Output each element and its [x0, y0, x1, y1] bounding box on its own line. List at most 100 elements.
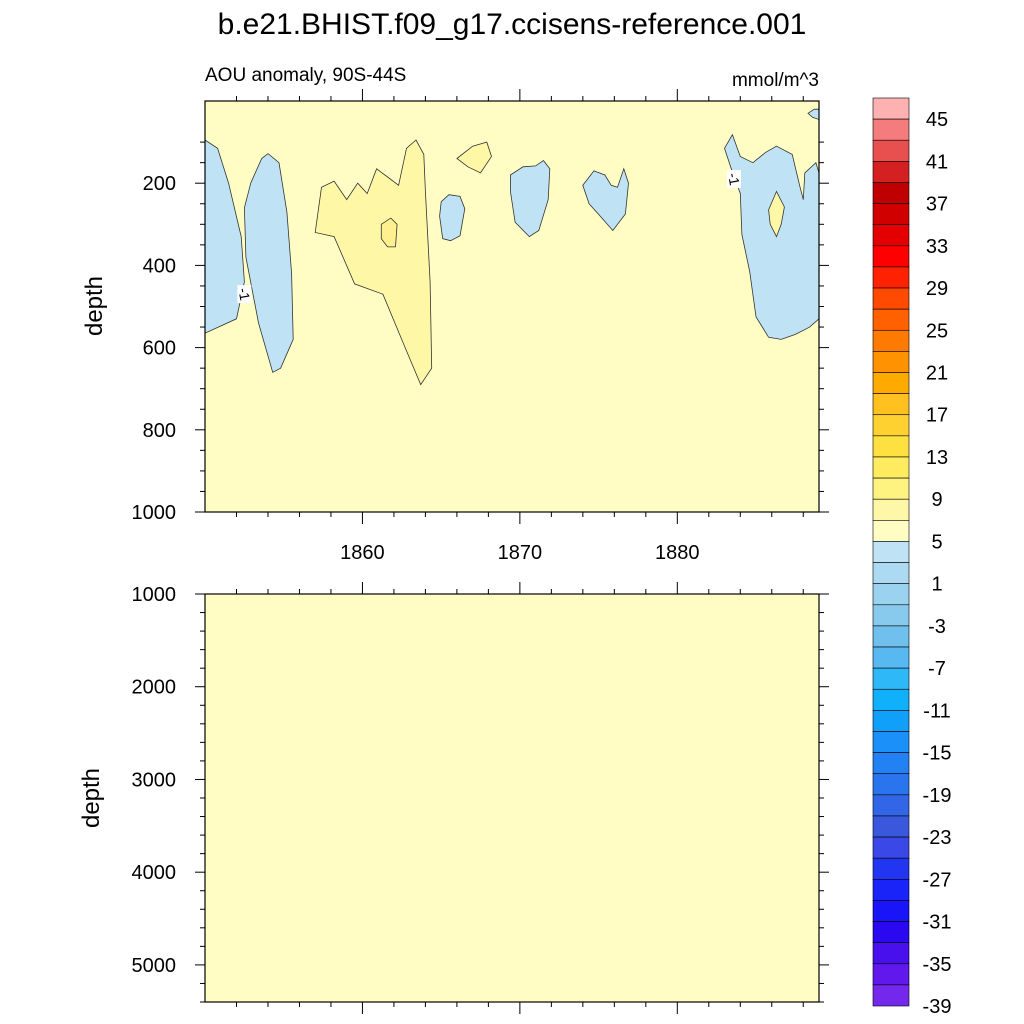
colorbar-swatch — [872, 498, 910, 521]
colorbar-label: -19 — [923, 785, 952, 807]
positive-anomaly-region — [768, 190, 785, 238]
colorbar-swatch — [872, 351, 910, 373]
colorbar-swatch — [872, 266, 910, 289]
lower-y-axis-label: depth — [78, 768, 105, 828]
colorbar-swatch — [872, 710, 910, 732]
upper-y-tick-label: 600 — [143, 338, 176, 360]
upper-x-tick-label: 1870 — [498, 542, 543, 564]
negative-anomaly-region — [807, 108, 819, 120]
colorbar-swatch — [872, 794, 910, 817]
colorbar-swatch — [872, 984, 910, 1007]
colorbar-swatch — [872, 118, 910, 141]
upper-x-tick-label: 1880 — [655, 542, 700, 564]
colorbar-label: -11 — [923, 700, 950, 722]
lower-panel: 1000 2000 3000 4000 5000 depth — [78, 582, 829, 1014]
negative-anomaly-region — [509, 160, 551, 238]
colorbar-swatch — [872, 224, 910, 247]
lower-y-tick-label: 1000 — [132, 584, 177, 606]
contour-regions — [205, 108, 819, 386]
colorbar-swatch — [872, 139, 910, 162]
colorbar-swatch — [872, 541, 910, 563]
negative-anomaly-region — [724, 133, 819, 340]
colorbar-swatch — [872, 773, 910, 796]
colorbar-label: 9 — [931, 489, 942, 511]
colorbar-label: -15 — [923, 743, 952, 765]
colorbar-swatch — [872, 562, 910, 584]
colorbar-label: 45 — [926, 109, 948, 131]
colorbar-swatch — [872, 182, 910, 204]
negative-anomaly-region — [439, 194, 466, 242]
colorbar-label: 41 — [926, 151, 948, 173]
colorbar-swatch — [872, 435, 910, 458]
colorbar-label: 29 — [926, 278, 948, 300]
upper-panel-title: AOU anomaly, 90S-44S — [205, 65, 406, 86]
colorbar-label: -27 — [923, 869, 952, 891]
contour-label-bg — [726, 170, 741, 189]
colorbar-swatch — [872, 646, 910, 669]
colorbar-label: 37 — [926, 194, 948, 216]
colorbar-swatch — [872, 625, 910, 648]
colorbar-label: 5 — [931, 531, 942, 553]
colorbar-swatch — [872, 245, 910, 268]
colorbar-label: 33 — [926, 236, 948, 258]
colorbar-swatch — [872, 900, 910, 922]
colorbar-swatch — [872, 414, 910, 437]
colorbar-swatch — [872, 963, 910, 986]
colorbar-label: -39 — [923, 996, 952, 1018]
colorbar-label: -23 — [923, 827, 952, 849]
lower-plot-area: 1000 2000 3000 4000 5000 — [132, 582, 829, 1014]
upper-panel: AOU anomaly, 90S-44S mmol/m^3 -1 -1 200 400… — [81, 65, 829, 564]
contour-label-bg — [237, 285, 252, 304]
upper-plot-area: -1 -1 200 400 600 800 1000 1860 1870 1880 — [132, 89, 829, 564]
colorbar-label: 25 — [926, 320, 948, 342]
colorbar-swatch — [872, 921, 910, 943]
positive-anomaly-region — [380, 217, 398, 248]
colorbar-swatch — [872, 836, 910, 859]
colorbar-swatch — [872, 815, 910, 838]
colorbar-swatch — [872, 583, 910, 606]
colorbar-swatch — [872, 752, 910, 775]
lower-field-background — [205, 594, 819, 1002]
colorbar-label: 17 — [926, 405, 948, 427]
colorbar-swatch — [872, 667, 910, 690]
colorbar-swatch — [872, 879, 910, 901]
colorbar-swatch — [872, 329, 910, 352]
upper-y-tick-label: 1000 — [132, 502, 177, 524]
colorbar-swatch — [872, 372, 910, 394]
figure-title: b.e21.BHIST.f09_g17.ccisens-reference.00… — [218, 8, 807, 41]
colorbar: 45 41 37 33 29 25 21 17 13 9 5 1 -3 -7 -11 -15 -19 -23 -27… — [872, 97, 952, 1018]
colorbar-swatch — [872, 456, 910, 479]
lower-y-tick-label: 4000 — [132, 862, 177, 884]
upper-y-tick-label: 400 — [143, 255, 176, 277]
colorbar-swatch — [872, 604, 910, 627]
upper-y-tick-label: 800 — [143, 420, 176, 442]
negative-anomaly-region — [582, 167, 629, 232]
upper-field-background — [205, 101, 819, 512]
colorbar-label: 21 — [926, 363, 948, 385]
colorbar-label: -35 — [923, 954, 952, 976]
colorbar-label: 13 — [926, 447, 948, 469]
contour-label: -1 — [725, 172, 743, 187]
colorbar-swatch — [872, 688, 910, 711]
colorbar-swatch — [872, 857, 910, 880]
colorbar-label: 1 — [931, 574, 942, 596]
colorbar-swatch — [872, 287, 910, 310]
contour-label: -1 — [235, 287, 253, 302]
positive-anomaly-region — [456, 141, 492, 174]
negative-anomaly-region — [243, 153, 294, 373]
colorbar-swatch — [872, 942, 910, 965]
upper-y-axis-label: depth — [81, 276, 108, 336]
lower-y-tick-label: 3000 — [132, 769, 177, 791]
upper-x-tick-label: 1860 — [340, 542, 385, 564]
positive-anomaly-region — [314, 139, 433, 386]
colorbar-swatch — [872, 731, 910, 753]
colorbar-swatch — [872, 97, 910, 120]
colorbar-swatch — [872, 161, 910, 183]
colorbar-swatch — [872, 308, 910, 331]
lower-y-tick-label: 5000 — [132, 955, 177, 977]
colorbar-swatch — [872, 393, 910, 416]
colorbar-swatch — [872, 520, 910, 542]
colorbar-swatch — [872, 203, 910, 225]
colorbar-label: -3 — [928, 616, 946, 638]
upper-panel-units: mmol/m^3 — [732, 70, 819, 91]
